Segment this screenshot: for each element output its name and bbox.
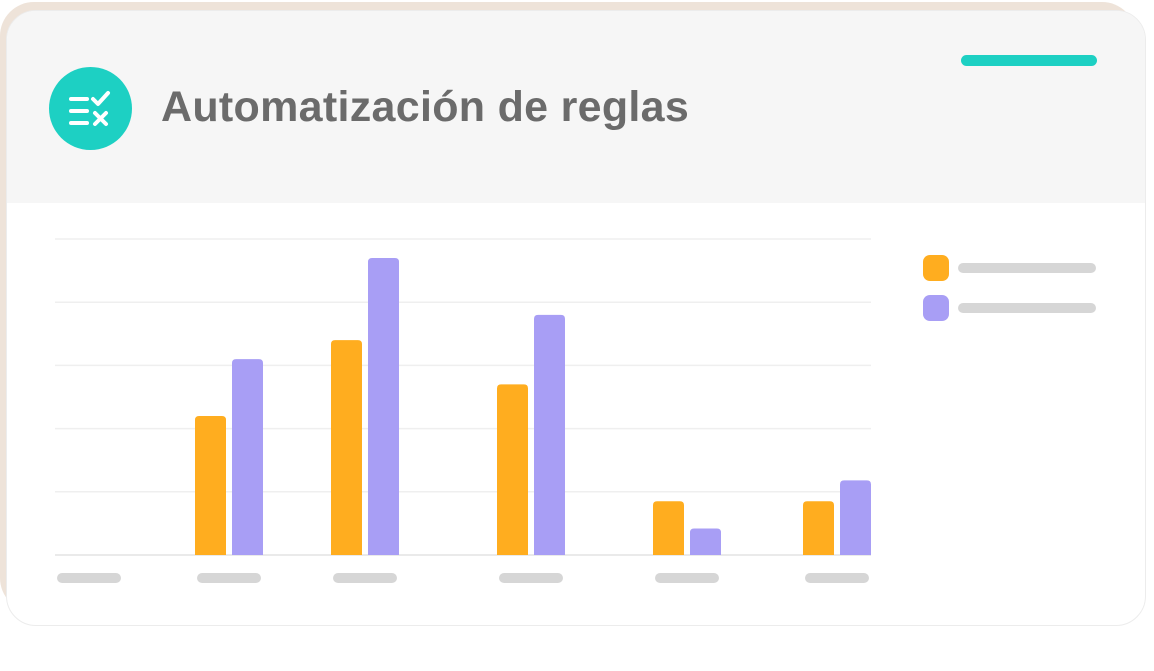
bar-chart (55, 238, 871, 583)
accent-line (961, 55, 1097, 66)
bar-series-1-group-6 (803, 501, 834, 555)
bar-series-2-group-6 (840, 480, 871, 555)
bar-series-2-group-3 (368, 257, 399, 555)
x-tick-label-placeholder (333, 573, 397, 583)
x-tick-label-placeholder (805, 573, 869, 583)
rules-automation-card: Automatización de reglas (6, 10, 1146, 626)
legend-item-series-1 (923, 255, 1103, 281)
legend-label-placeholder (958, 303, 1096, 313)
legend-swatch (923, 295, 949, 321)
bar-series-2-group-5 (690, 528, 721, 555)
x-tick-label-placeholder (655, 573, 719, 583)
bar-series-1-group-3 (331, 340, 362, 555)
card-header: Automatización de reglas (7, 11, 1145, 203)
bar-series-1-group-5 (653, 501, 684, 555)
bar-series-2-group-2 (232, 359, 263, 555)
legend-swatch (923, 255, 949, 281)
bar-series-1-group-4 (497, 384, 528, 555)
x-tick-label-placeholder (499, 573, 563, 583)
x-tick-label-placeholder (197, 573, 261, 583)
bar-series-1-group-2 (195, 415, 226, 555)
legend-item-series-2 (923, 295, 1103, 321)
x-tick-label-placeholder (57, 573, 121, 583)
card-title: Automatización de reglas (161, 83, 690, 131)
rules-checklist-icon (49, 67, 132, 150)
legend-label-placeholder (958, 263, 1096, 273)
bar-series-2-group-4 (534, 314, 565, 555)
